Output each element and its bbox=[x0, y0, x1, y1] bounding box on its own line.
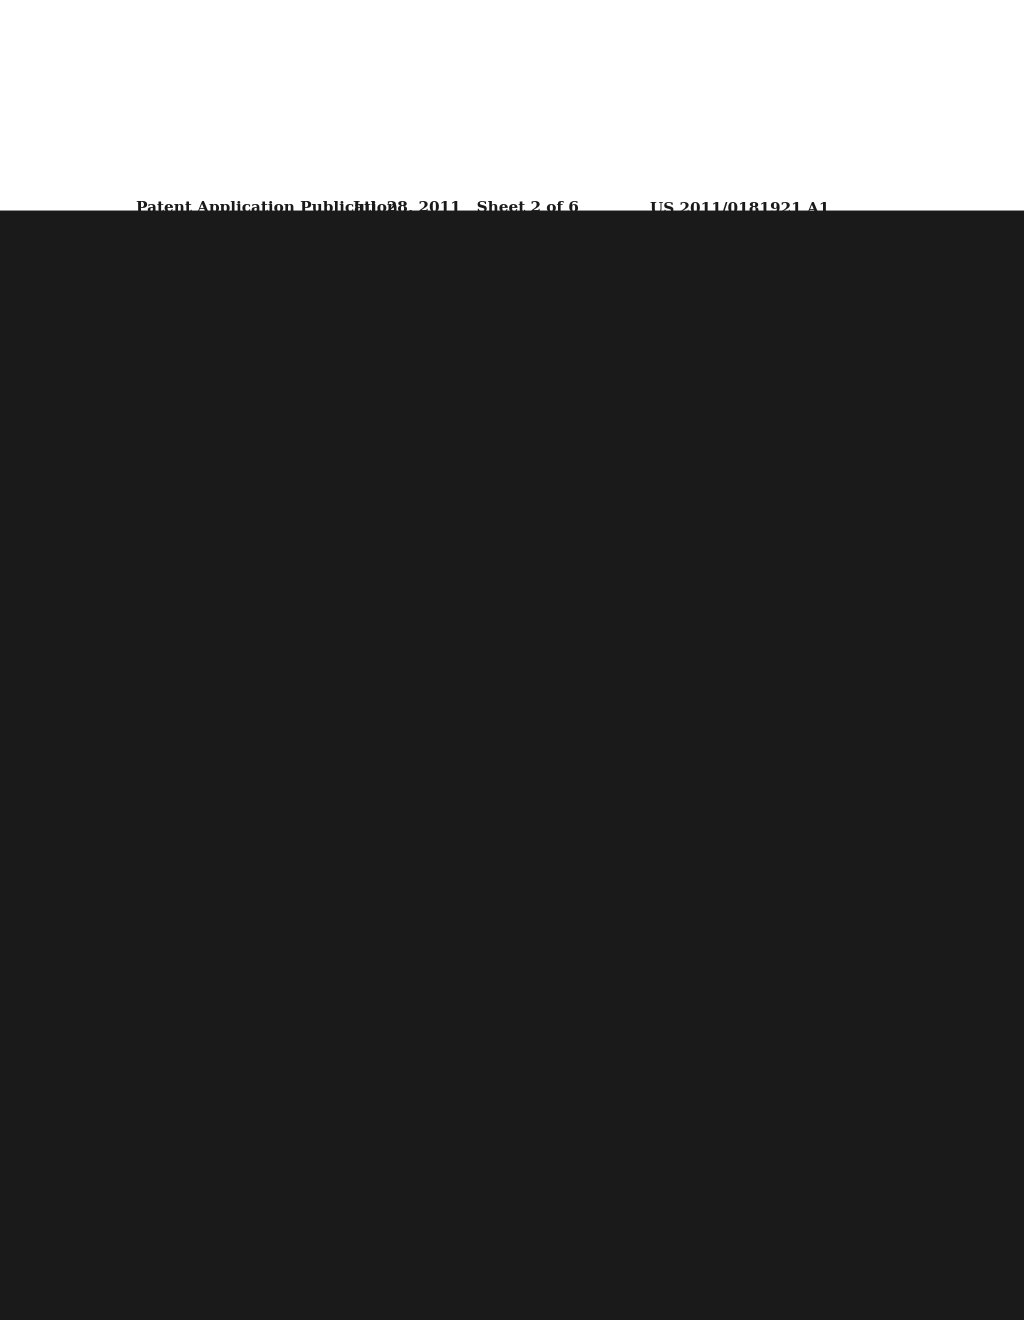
Circle shape bbox=[286, 507, 303, 524]
Bar bbox=[506, 591, 558, 622]
Text: 96: 96 bbox=[287, 655, 301, 668]
Text: 82: 82 bbox=[233, 362, 248, 375]
Text: 72: 72 bbox=[241, 618, 256, 631]
Text: 61: 61 bbox=[688, 585, 703, 598]
Text: 65: 65 bbox=[217, 655, 231, 668]
Text: 82: 82 bbox=[373, 495, 387, 508]
Text: 81: 81 bbox=[169, 478, 183, 491]
Bar bbox=[467, 767, 502, 787]
Circle shape bbox=[263, 512, 280, 529]
Text: 64: 64 bbox=[623, 529, 638, 543]
Circle shape bbox=[209, 511, 217, 517]
Bar bbox=[452, 932, 517, 956]
Text: 93c: 93c bbox=[159, 446, 180, 459]
Text: 73: 73 bbox=[160, 594, 174, 607]
Text: 95: 95 bbox=[516, 770, 534, 783]
Bar bbox=[246, 473, 302, 511]
Text: 84: 84 bbox=[169, 463, 183, 477]
Text: 93d: 93d bbox=[324, 474, 346, 487]
Text: 93b: 93b bbox=[392, 450, 415, 463]
Circle shape bbox=[361, 488, 378, 506]
Circle shape bbox=[311, 422, 340, 450]
Text: 91: 91 bbox=[410, 843, 426, 857]
Circle shape bbox=[452, 829, 489, 866]
Text: Patent Application Publication: Patent Application Publication bbox=[136, 202, 398, 215]
Bar bbox=[241, 466, 384, 544]
Text: 66: 66 bbox=[172, 655, 187, 668]
Circle shape bbox=[215, 583, 222, 591]
Text: 97: 97 bbox=[410, 828, 426, 841]
Text: 79: 79 bbox=[584, 471, 599, 484]
Text: 74: 74 bbox=[160, 609, 174, 622]
Text: 68: 68 bbox=[513, 655, 528, 668]
Circle shape bbox=[202, 511, 210, 517]
Text: 93a: 93a bbox=[359, 342, 382, 354]
Circle shape bbox=[280, 422, 307, 450]
Text: 94: 94 bbox=[339, 343, 354, 356]
Circle shape bbox=[200, 500, 219, 520]
Circle shape bbox=[311, 502, 329, 517]
Text: 96: 96 bbox=[476, 964, 493, 977]
Text: US 2011/0181921 A1: US 2011/0181921 A1 bbox=[650, 202, 830, 215]
Text: 69: 69 bbox=[242, 655, 257, 668]
Text: 76: 76 bbox=[584, 425, 599, 438]
Text: 98: 98 bbox=[420, 861, 436, 874]
Bar bbox=[447, 880, 521, 916]
Text: 92: 92 bbox=[345, 618, 360, 631]
Circle shape bbox=[338, 494, 355, 511]
Circle shape bbox=[374, 422, 401, 450]
Text: 83: 83 bbox=[201, 655, 216, 668]
Text: Y: Y bbox=[479, 1001, 489, 1014]
Circle shape bbox=[206, 502, 213, 508]
Circle shape bbox=[215, 601, 222, 609]
Circle shape bbox=[202, 503, 210, 511]
Circle shape bbox=[211, 507, 219, 515]
Bar bbox=[183, 572, 231, 647]
Circle shape bbox=[203, 503, 216, 517]
Text: 91: 91 bbox=[265, 655, 281, 668]
Circle shape bbox=[227, 506, 246, 524]
Ellipse shape bbox=[472, 867, 497, 879]
Circle shape bbox=[200, 507, 208, 515]
Text: 75: 75 bbox=[392, 343, 408, 356]
Text: FIG.3: FIG.3 bbox=[206, 737, 260, 755]
Text: 92: 92 bbox=[531, 869, 549, 880]
Text: 82: 82 bbox=[259, 618, 273, 631]
Bar bbox=[188, 581, 207, 601]
Text: 78: 78 bbox=[373, 482, 387, 495]
Circle shape bbox=[343, 422, 371, 450]
Text: Y: Y bbox=[350, 698, 360, 711]
Circle shape bbox=[191, 416, 219, 444]
Text: 62: 62 bbox=[236, 347, 250, 360]
Bar bbox=[178, 566, 721, 653]
Circle shape bbox=[209, 503, 217, 511]
Text: FIG.2: FIG.2 bbox=[212, 286, 266, 305]
Text: Jul. 28, 2011   Sheet 2 of 6: Jul. 28, 2011 Sheet 2 of 6 bbox=[351, 202, 579, 215]
Circle shape bbox=[522, 598, 541, 616]
Text: 12: 12 bbox=[578, 342, 596, 356]
Text: 95: 95 bbox=[169, 428, 183, 441]
Bar bbox=[188, 603, 207, 619]
Text: 67: 67 bbox=[479, 655, 495, 668]
Text: 77: 77 bbox=[269, 343, 285, 356]
Text: 63: 63 bbox=[316, 335, 332, 348]
Circle shape bbox=[206, 512, 213, 520]
Circle shape bbox=[203, 422, 231, 450]
